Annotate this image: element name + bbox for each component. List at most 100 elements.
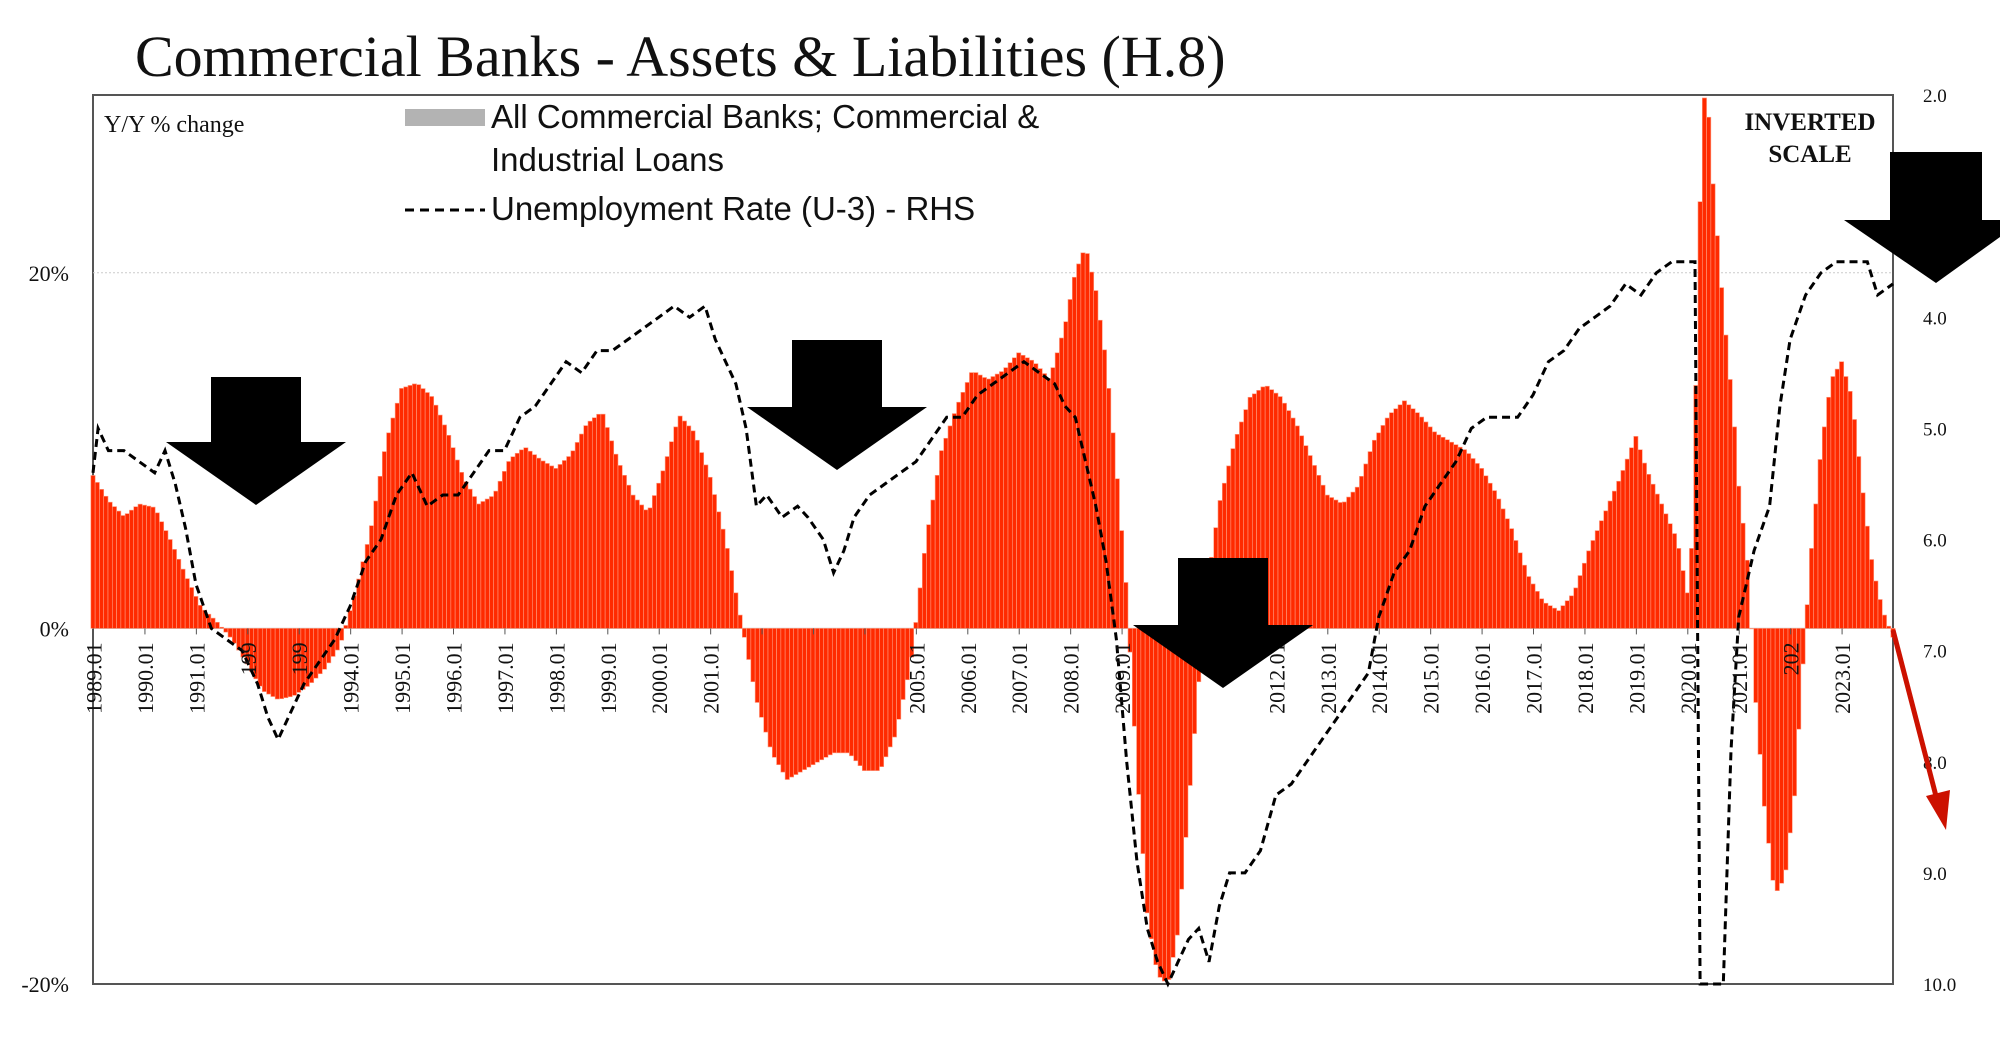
bar: [227, 628, 233, 638]
bar: [381, 451, 387, 629]
bar: [261, 628, 267, 692]
y-axis-left-label: Y/Y % change: [104, 112, 244, 138]
y-left-tick-label: -20%: [21, 972, 69, 997]
bar: [549, 465, 555, 629]
bar: [1504, 518, 1510, 629]
bar: [536, 457, 542, 629]
bar: [1050, 367, 1056, 629]
bar: [489, 496, 495, 629]
bar: [1697, 201, 1703, 629]
bar: [887, 628, 893, 748]
bar: [1479, 468, 1485, 629]
bar: [729, 570, 735, 629]
y-right-tick-label: 2.0: [1923, 86, 1947, 107]
bar: [1269, 389, 1275, 629]
bar: [501, 471, 507, 629]
bar: [870, 628, 876, 771]
bar: [750, 628, 756, 683]
bar: [1710, 183, 1716, 629]
bar: [1534, 591, 1540, 629]
bar: [1041, 373, 1047, 629]
bar: [107, 501, 113, 629]
bar: [90, 475, 96, 629]
down-arrow-icon: [1844, 152, 2000, 283]
bar: [193, 596, 199, 629]
bar: [223, 628, 229, 633]
bar: [1376, 432, 1382, 629]
bar: [146, 505, 152, 629]
legend-line-label: Unemployment Rate (U-3) - RHS: [491, 190, 975, 227]
bar: [1466, 453, 1472, 629]
bar: [1749, 628, 1755, 630]
x-tick-label: 1999.01: [596, 642, 621, 714]
bar: [789, 628, 795, 778]
bar: [446, 434, 452, 629]
bar: [579, 433, 585, 629]
x-tick-label: 1995.01: [390, 642, 415, 714]
bar: [651, 495, 657, 629]
bar: [1106, 388, 1112, 629]
bar: [420, 388, 426, 629]
bar: [120, 515, 126, 629]
bar: [591, 417, 597, 629]
bar: [137, 503, 143, 629]
bar: [1401, 400, 1407, 629]
x-axis: 1989.01 1990.01 1991.01 199 199 1994.01 1995.0…: [82, 628, 1855, 714]
bar: [1114, 478, 1120, 629]
bar: [1299, 435, 1305, 629]
bar: [1144, 628, 1150, 914]
y-right-tick-label: 6.0: [1923, 531, 1947, 552]
bar: [793, 628, 799, 775]
bar: [1757, 628, 1763, 755]
bar: [274, 628, 280, 700]
bar: [1311, 465, 1317, 629]
bar: [480, 501, 486, 629]
bar: [403, 386, 409, 629]
bar: [1556, 610, 1562, 629]
bar: [557, 464, 563, 629]
y-right-tick-label: 4.0: [1923, 308, 1947, 329]
bar: [523, 447, 529, 629]
line-series: [91, 260, 1894, 988]
bar: [1024, 357, 1030, 629]
bar: [94, 482, 100, 629]
bar: [369, 525, 375, 629]
bar: [467, 488, 473, 629]
bar: [733, 592, 739, 629]
bar: [373, 500, 379, 629]
bar: [720, 528, 726, 629]
bar: [343, 625, 349, 629]
bar: [1800, 628, 1806, 665]
bar: [180, 568, 186, 629]
bar: [1410, 408, 1416, 629]
bar: [626, 484, 632, 629]
bar: [386, 432, 392, 629]
bar: [647, 507, 653, 629]
bar: [754, 628, 760, 703]
bar: [1071, 276, 1077, 629]
bar: [189, 587, 195, 629]
bar-series: [90, 97, 1896, 982]
bar: [1830, 376, 1836, 629]
bar: [1337, 502, 1343, 629]
bar: [681, 420, 687, 629]
bar: [1723, 334, 1729, 629]
x-tick-label: 1996.01: [442, 642, 467, 714]
bar: [1659, 503, 1665, 629]
bar: [1389, 412, 1395, 629]
bar: [1101, 349, 1107, 629]
bar: [861, 628, 867, 771]
y-left-tick-label: 20%: [29, 261, 69, 286]
x-tick-label: 2006.01: [956, 642, 981, 714]
bar: [1431, 431, 1437, 629]
bar: [1170, 628, 1176, 958]
bar: [1059, 337, 1065, 629]
bar: [1020, 354, 1026, 629]
bar: [531, 454, 537, 629]
bar: [1341, 501, 1347, 629]
bar: [514, 452, 520, 629]
bar: [1491, 490, 1497, 629]
bar: [1350, 491, 1356, 629]
bar: [317, 628, 323, 675]
bar: [1843, 376, 1849, 629]
